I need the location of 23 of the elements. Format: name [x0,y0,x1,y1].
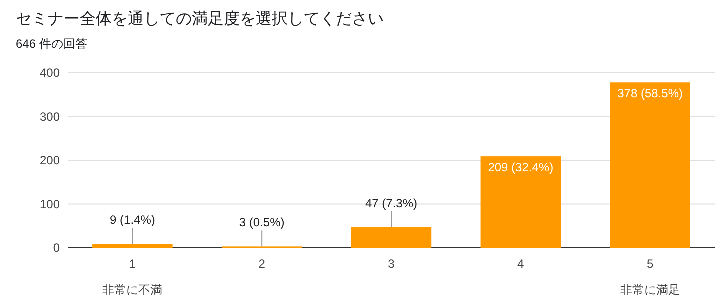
chart-subtitle: 646 件の回答 [16,37,88,51]
x-tick-label: 4 [518,257,525,271]
y-tick-label: 400 [40,66,60,80]
data-label: 209 (32.4%) [488,160,554,175]
chart-title: セミナー全体を通しての満足度を選択してください [16,10,384,28]
bar [480,156,562,248]
text: 非常に満足 [620,283,680,297]
x-tick-label: 2 [258,257,266,271]
text: 非常に不満 [102,283,163,297]
x-tick-label: 3 [388,257,396,271]
data-label: 378 (58.5%) [618,86,683,101]
y-tick-label: 0 [53,241,60,255]
data-label: 47 (7.3%) [365,196,418,210]
x-tick-label: 5 [646,257,654,271]
y-tick-label: 200 [40,154,60,168]
data-label: 9 (1.4%) [110,213,156,228]
data-label: 3 (0.5%) [239,216,285,230]
x-tick-label: 1 [129,257,136,271]
bar [351,227,432,248]
bar [610,82,690,248]
y-tick-label: 300 [40,110,60,124]
bar [92,244,173,248]
y-tick-label: 100 [40,197,60,212]
